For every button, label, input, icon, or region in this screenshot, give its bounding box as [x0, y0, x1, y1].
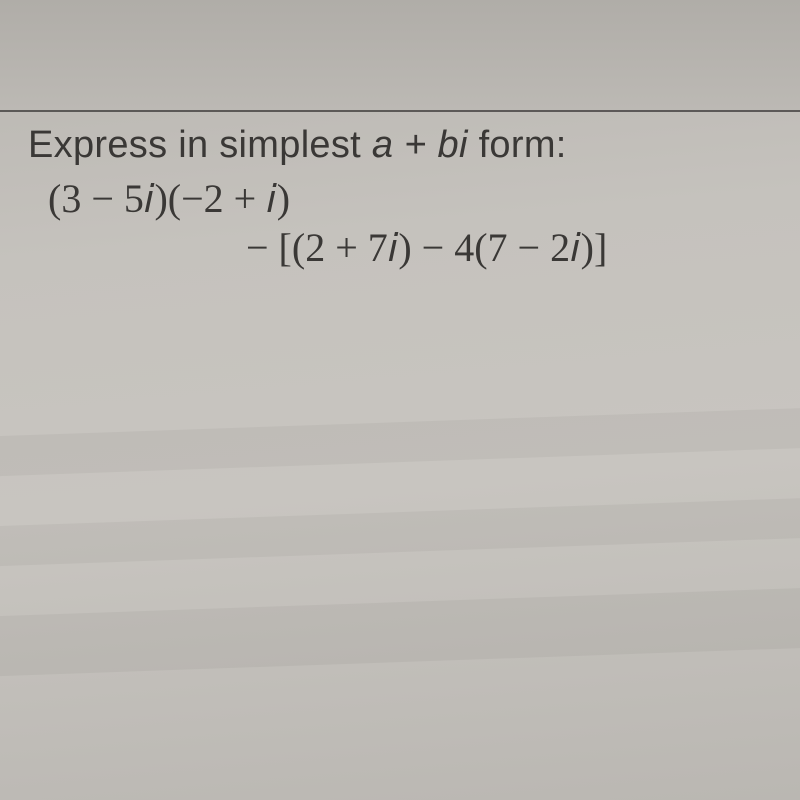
worksheet-page: Express in simplest a + bi form: (3 − 5𝑖… — [0, 0, 800, 800]
expression-line-2: − [(2 + 7𝑖) − 4(7 − 2𝑖)] — [246, 224, 772, 271]
expression-line-1: (3 − 5𝑖)(−2 + 𝑖) — [48, 175, 772, 222]
paper-shadow — [0, 583, 800, 676]
prompt-formula: a + bi — [372, 124, 468, 166]
horizontal-rule — [0, 110, 800, 112]
prompt-suffix: form: — [468, 124, 567, 166]
paper-shadow — [0, 493, 800, 566]
prompt-text: Express in simplest a + bi form: — [28, 124, 772, 167]
top-margin — [0, 0, 800, 110]
prompt-prefix: Express in simplest — [28, 124, 372, 166]
problem-content: Express in simplest a + bi form: (3 − 5𝑖… — [0, 112, 800, 283]
paper-shadow — [0, 403, 800, 476]
